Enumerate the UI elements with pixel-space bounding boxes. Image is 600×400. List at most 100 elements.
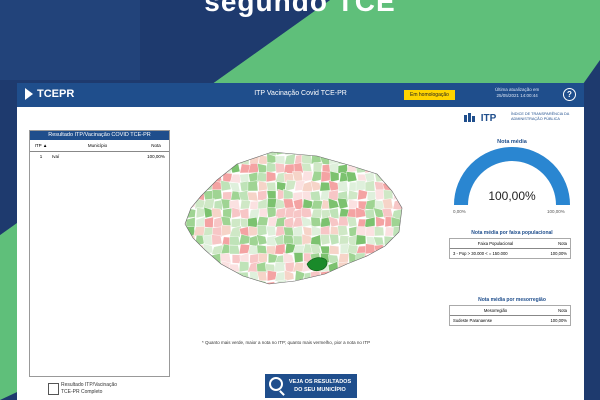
municipality-cell[interactable] bbox=[292, 289, 303, 299]
municipality-cell[interactable] bbox=[257, 225, 268, 237]
municipality-cell[interactable] bbox=[230, 153, 241, 165]
municipality-cell[interactable] bbox=[339, 235, 350, 246]
municipality-cell[interactable] bbox=[202, 252, 214, 264]
municipality-cell[interactable] bbox=[383, 263, 394, 274]
municipality-cell[interactable] bbox=[239, 208, 250, 220]
municipality-cell[interactable] bbox=[374, 291, 384, 300]
municipality-cell[interactable] bbox=[393, 244, 403, 257]
municipality-cell[interactable] bbox=[186, 263, 197, 274]
municipality-cell[interactable] bbox=[211, 146, 223, 156]
municipality-cell[interactable] bbox=[177, 198, 187, 211]
municipality-cell[interactable] bbox=[329, 289, 339, 299]
municipality-cell[interactable] bbox=[275, 288, 285, 299]
municipality-cell[interactable] bbox=[346, 154, 358, 165]
municipality-cell[interactable] bbox=[193, 281, 206, 291]
municipality-cell[interactable] bbox=[241, 289, 251, 299]
municipality-cell[interactable] bbox=[266, 289, 278, 299]
municipality-cell[interactable] bbox=[186, 253, 198, 265]
municipality-cell[interactable] bbox=[247, 163, 260, 174]
municipality-cell[interactable] bbox=[177, 152, 187, 165]
municipality-cell[interactable] bbox=[400, 217, 407, 228]
municipality-cell[interactable] bbox=[220, 252, 232, 264]
municipality-cell[interactable] bbox=[403, 262, 407, 272]
municipality-cell[interactable] bbox=[309, 190, 322, 202]
municipality-cell[interactable] bbox=[364, 180, 376, 192]
municipality-cell[interactable] bbox=[231, 207, 242, 219]
municipality-cell[interactable] bbox=[239, 279, 251, 290]
municipality-cell[interactable] bbox=[267, 270, 277, 282]
municipality-cell[interactable] bbox=[257, 163, 268, 174]
municipality-cell[interactable] bbox=[345, 270, 358, 282]
municipality-cell[interactable] bbox=[286, 291, 295, 300]
municipality-cell[interactable] bbox=[177, 226, 188, 237]
municipality-cell[interactable] bbox=[220, 180, 232, 192]
municipality-cell[interactable] bbox=[177, 164, 187, 175]
municipality-cell[interactable] bbox=[300, 215, 313, 228]
municipality-cell[interactable] bbox=[212, 162, 223, 174]
municipality-cell[interactable] bbox=[231, 146, 241, 156]
municipality-cell[interactable] bbox=[293, 162, 304, 174]
municipality-cell[interactable] bbox=[373, 236, 385, 247]
municipality-cell[interactable] bbox=[221, 272, 232, 283]
municipality-cell[interactable] bbox=[364, 147, 376, 157]
municipality-cell[interactable] bbox=[337, 261, 349, 273]
municipality-cell[interactable] bbox=[228, 244, 241, 255]
municipality-cell[interactable] bbox=[274, 261, 286, 273]
municipality-cell[interactable] bbox=[401, 244, 407, 255]
municipality-cell[interactable] bbox=[373, 252, 385, 264]
municipality-cell[interactable] bbox=[328, 245, 340, 255]
municipality-cell[interactable] bbox=[248, 146, 259, 156]
municipality-cell[interactable] bbox=[364, 270, 376, 282]
municipality-ivai[interactable] bbox=[306, 257, 328, 272]
municipality-cell[interactable] bbox=[301, 289, 312, 301]
municipality-cell[interactable] bbox=[247, 180, 259, 192]
municipality-cell[interactable] bbox=[177, 280, 187, 290]
municipality-cell[interactable] bbox=[374, 226, 385, 237]
municipality-cell[interactable] bbox=[283, 226, 295, 237]
municipality-cell[interactable] bbox=[178, 243, 188, 255]
table-row[interactable]: Sudeste Paranaense 100,00% bbox=[450, 316, 570, 325]
municipality-cell[interactable] bbox=[355, 252, 367, 264]
municipality-cell[interactable] bbox=[383, 163, 394, 174]
municipality-cell[interactable] bbox=[202, 153, 214, 165]
municipality-cell[interactable] bbox=[259, 288, 268, 299]
municipality-cell[interactable] bbox=[364, 162, 378, 174]
municipality-cell[interactable] bbox=[303, 146, 314, 156]
municipality-cell[interactable] bbox=[329, 147, 340, 156]
municipality-cell[interactable] bbox=[230, 279, 241, 291]
municipality-cell[interactable] bbox=[327, 273, 340, 283]
municipality-cell[interactable] bbox=[221, 279, 233, 290]
municipality-results-button[interactable]: VEJA OS RESULTADOS DO SEU MUNICÍPIO bbox=[265, 374, 357, 398]
column-header-municipio[interactable]: Município bbox=[87, 143, 108, 148]
municipality-cell[interactable] bbox=[221, 224, 232, 237]
municipality-cell[interactable] bbox=[195, 207, 207, 219]
municipality-cell[interactable] bbox=[320, 171, 331, 183]
municipality-cell[interactable] bbox=[394, 289, 404, 301]
municipality-cell[interactable] bbox=[328, 281, 341, 291]
municipality-cell[interactable] bbox=[203, 164, 215, 176]
municipality-cell[interactable] bbox=[401, 209, 407, 221]
municipality-cell[interactable] bbox=[373, 162, 385, 174]
municipality-cell[interactable] bbox=[329, 233, 340, 246]
municipality-cell[interactable] bbox=[401, 253, 407, 264]
municipality-cell[interactable] bbox=[222, 207, 233, 219]
table-row[interactable]: 1 Ivaí 100,00% bbox=[30, 152, 169, 161]
municipality-cell[interactable] bbox=[309, 243, 322, 255]
municipality-cell[interactable] bbox=[210, 280, 223, 291]
municipality-cell[interactable] bbox=[185, 146, 196, 156]
municipality-cell[interactable] bbox=[185, 180, 197, 194]
municipality-cell[interactable] bbox=[177, 234, 187, 247]
municipality-cell[interactable] bbox=[382, 153, 394, 165]
municipality-cell[interactable] bbox=[329, 170, 340, 183]
municipality-cell[interactable] bbox=[381, 172, 394, 183]
municipality-cell[interactable] bbox=[365, 290, 375, 300]
municipality-cell[interactable] bbox=[220, 216, 232, 228]
municipality-cell[interactable] bbox=[400, 190, 407, 201]
municipality-cell[interactable] bbox=[382, 198, 394, 210]
municipality-cell[interactable] bbox=[391, 208, 403, 220]
municipality-cell[interactable] bbox=[185, 270, 196, 283]
municipality-cell[interactable] bbox=[375, 270, 386, 282]
municipality-cell[interactable] bbox=[393, 163, 404, 174]
municipality-cell[interactable] bbox=[345, 171, 358, 183]
municipality-cell[interactable] bbox=[293, 146, 305, 156]
